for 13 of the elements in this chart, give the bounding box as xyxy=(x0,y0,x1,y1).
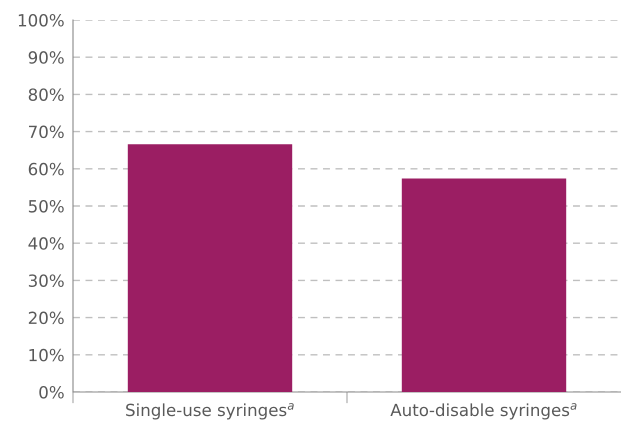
y-tick-label: 30% xyxy=(28,274,64,287)
x-tick-label: Single-use syringes$^{a}$ xyxy=(126,403,294,420)
y-tick-label: 80% xyxy=(28,88,64,101)
y-tick-label: 70% xyxy=(28,126,64,138)
y-tick-label: 60% xyxy=(28,162,64,176)
x-tick-label: Auto-disable syringes$^{a}$ xyxy=(390,403,576,420)
y-tick-label: 10% xyxy=(29,348,64,362)
y-tick-label: 40% xyxy=(28,237,64,250)
y-tick-label: 50% xyxy=(28,200,64,213)
y-tick-label: 100% xyxy=(18,14,64,27)
y-tick-label: 20% xyxy=(28,312,64,324)
y-tick-label: 90% xyxy=(28,51,64,64)
y-tick-label: 0% xyxy=(39,386,64,399)
